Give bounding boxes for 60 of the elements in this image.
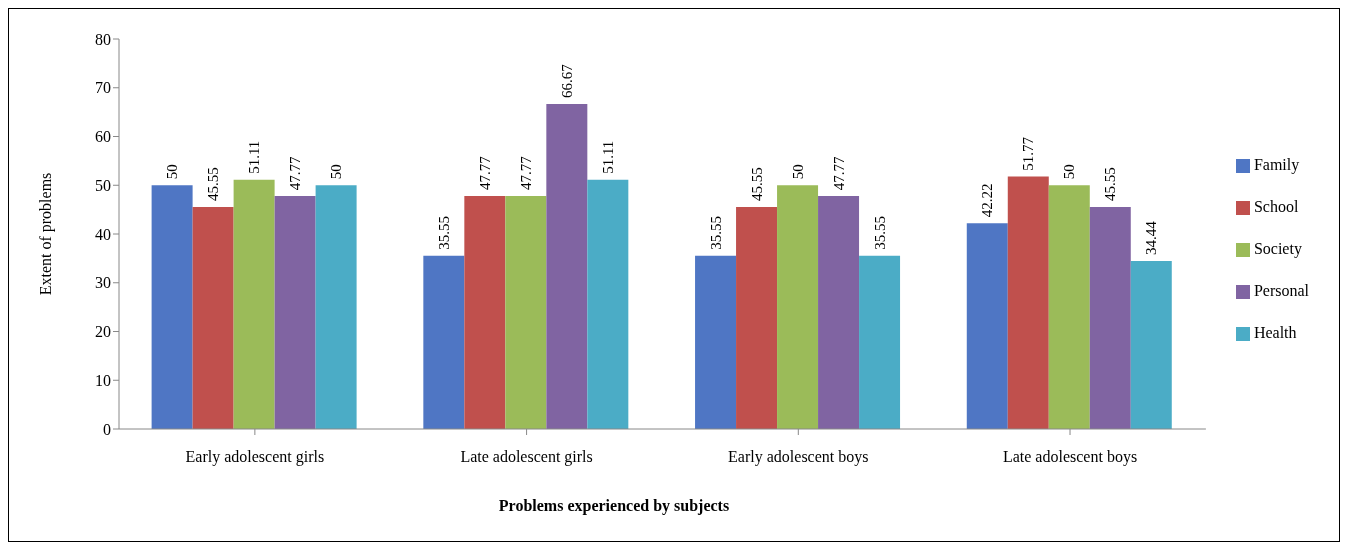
bar bbox=[818, 196, 860, 429]
y-tick-label: 80 bbox=[95, 30, 111, 48]
bar bbox=[587, 179, 629, 429]
bar bbox=[315, 185, 357, 429]
legend-label: Family bbox=[1253, 156, 1300, 173]
x-tick-label: Early adolescent girls bbox=[185, 448, 325, 467]
y-tick-label: 10 bbox=[95, 371, 111, 389]
y-axis-title: Extent of problems bbox=[36, 172, 55, 296]
bar bbox=[736, 206, 778, 429]
bar bbox=[695, 255, 737, 429]
bar bbox=[233, 179, 275, 429]
data-label: 35.55 bbox=[707, 215, 724, 250]
x-axis-title: Problems experienced by subjects bbox=[497, 497, 731, 515]
bar bbox=[151, 185, 193, 429]
bar bbox=[192, 206, 234, 429]
data-label: 50 bbox=[789, 164, 806, 180]
legend-label: Personal bbox=[1253, 282, 1309, 299]
bar bbox=[859, 255, 901, 429]
bar bbox=[274, 196, 316, 429]
y-tick-label: 40 bbox=[95, 225, 111, 243]
legend-label: School bbox=[1253, 198, 1299, 215]
data-label: 50 bbox=[328, 164, 345, 180]
bar bbox=[1048, 185, 1090, 429]
bar bbox=[1007, 176, 1049, 429]
bar bbox=[1089, 206, 1131, 429]
data-label: 47.77 bbox=[476, 155, 493, 191]
bar bbox=[546, 103, 588, 429]
bar bbox=[505, 196, 547, 429]
legend-label: Health bbox=[1253, 324, 1297, 341]
y-tick-label: 70 bbox=[95, 79, 111, 97]
legend-label: Society bbox=[1253, 240, 1302, 257]
data-label: 51.11 bbox=[246, 140, 263, 174]
y-tick-label: 20 bbox=[95, 323, 111, 341]
bar bbox=[423, 255, 465, 429]
data-label: 51.77 bbox=[1020, 136, 1037, 171]
x-tick-label: Early adolescent boys bbox=[728, 448, 869, 467]
data-label: 35.55 bbox=[435, 215, 452, 250]
data-label: 47.77 bbox=[287, 155, 304, 191]
bar bbox=[777, 185, 819, 429]
data-label: 34.44 bbox=[1143, 220, 1160, 256]
y-tick-label: 0 bbox=[103, 420, 111, 438]
data-label: 50 bbox=[1061, 164, 1078, 180]
data-label: 35.55 bbox=[871, 215, 888, 250]
bar bbox=[966, 223, 1008, 429]
data-label: 45.55 bbox=[205, 167, 222, 201]
data-label: 45.55 bbox=[1102, 167, 1119, 201]
y-tick-label: 60 bbox=[95, 128, 111, 146]
data-label: 45.55 bbox=[748, 167, 765, 201]
y-tick-label: 50 bbox=[95, 176, 111, 194]
data-label: 42.22 bbox=[979, 183, 996, 218]
y-tick-label: 30 bbox=[95, 274, 111, 292]
bar bbox=[464, 196, 506, 429]
x-tick-label: Late adolescent boys bbox=[1002, 448, 1138, 467]
data-label: 47.77 bbox=[517, 155, 534, 191]
data-label: 50 bbox=[164, 164, 181, 180]
data-label: 51.11 bbox=[599, 140, 616, 174]
bar bbox=[1130, 261, 1172, 429]
x-tick-label: Late adolescent girls bbox=[460, 448, 593, 467]
data-label: 66.67 bbox=[558, 63, 575, 98]
data-label: 47.77 bbox=[830, 155, 847, 191]
